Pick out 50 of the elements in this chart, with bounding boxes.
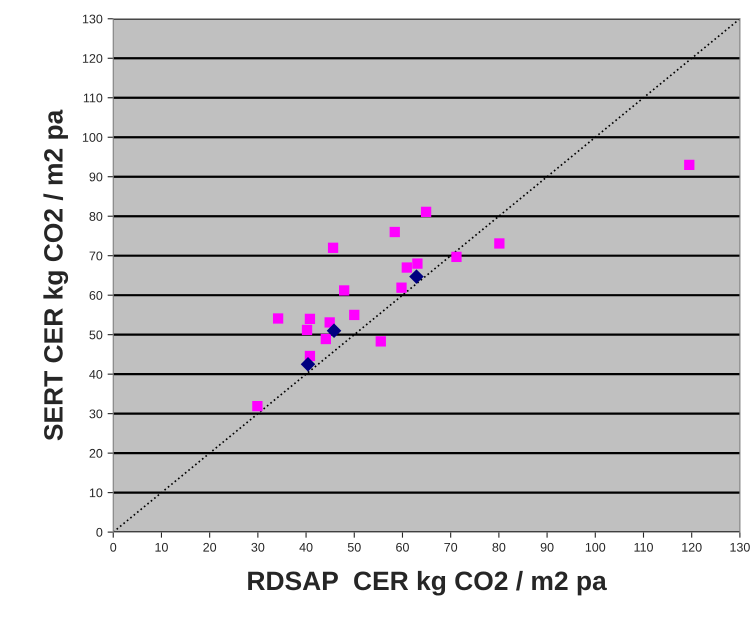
point <box>402 262 412 273</box>
point <box>326 323 342 338</box>
x-tick-label: 80 <box>492 542 506 552</box>
y-tick-label: 120 <box>82 54 102 63</box>
point <box>396 282 407 293</box>
x-tick-label: 100 <box>586 542 606 552</box>
y-tick-label: 70 <box>90 252 102 260</box>
x-tick-label: 70 <box>444 542 458 552</box>
point <box>302 324 312 336</box>
x-tick-label: 0 <box>110 542 116 552</box>
y-axis-title: SERT CER kg CO2 / m2 pa <box>43 110 68 440</box>
y-tick-label: 40 <box>89 370 102 379</box>
y-tick-label: 110 <box>84 94 102 102</box>
point <box>349 310 360 320</box>
x-tick-label: 40 <box>299 542 313 552</box>
x-tick-label: 90 <box>540 542 554 552</box>
y-tick-label: 0 <box>96 528 102 537</box>
y-tick-label: 30 <box>89 409 102 418</box>
y-tick-label: 10 <box>90 488 102 498</box>
point <box>328 242 338 253</box>
point <box>252 400 263 412</box>
point <box>300 357 316 372</box>
y-tick-label: 90 <box>90 172 102 182</box>
x-tick-label: 60 <box>396 542 409 552</box>
point <box>412 258 423 269</box>
y-tick-label: 50 <box>89 330 102 340</box>
y-tick-label: 20 <box>90 448 102 458</box>
x-tick-label: 110 <box>634 542 653 552</box>
point <box>409 269 424 284</box>
y-tick-label: 100 <box>82 133 102 142</box>
point <box>451 252 462 262</box>
x-tick-label: 20 <box>203 542 216 552</box>
point <box>494 238 505 249</box>
x-tick-label: 120 <box>682 542 702 552</box>
point <box>320 334 331 344</box>
x-tick-label: 10 <box>155 542 168 552</box>
x-axis-title: RDSAP CER kg CO2 / m2 pa <box>248 570 607 596</box>
point <box>684 160 694 170</box>
y-tick-label: 130 <box>82 14 102 24</box>
point <box>338 285 350 296</box>
point <box>390 226 400 238</box>
point <box>304 314 316 324</box>
x-tick-label: 30 <box>251 542 264 552</box>
point <box>272 313 284 324</box>
point <box>376 336 386 347</box>
x-tick-label: 50 <box>348 542 361 552</box>
x-tick-label: 130 <box>730 542 750 552</box>
point <box>420 206 432 218</box>
y-tick-label: 60 <box>90 290 102 300</box>
y-tick-label: 80 <box>89 212 102 221</box>
